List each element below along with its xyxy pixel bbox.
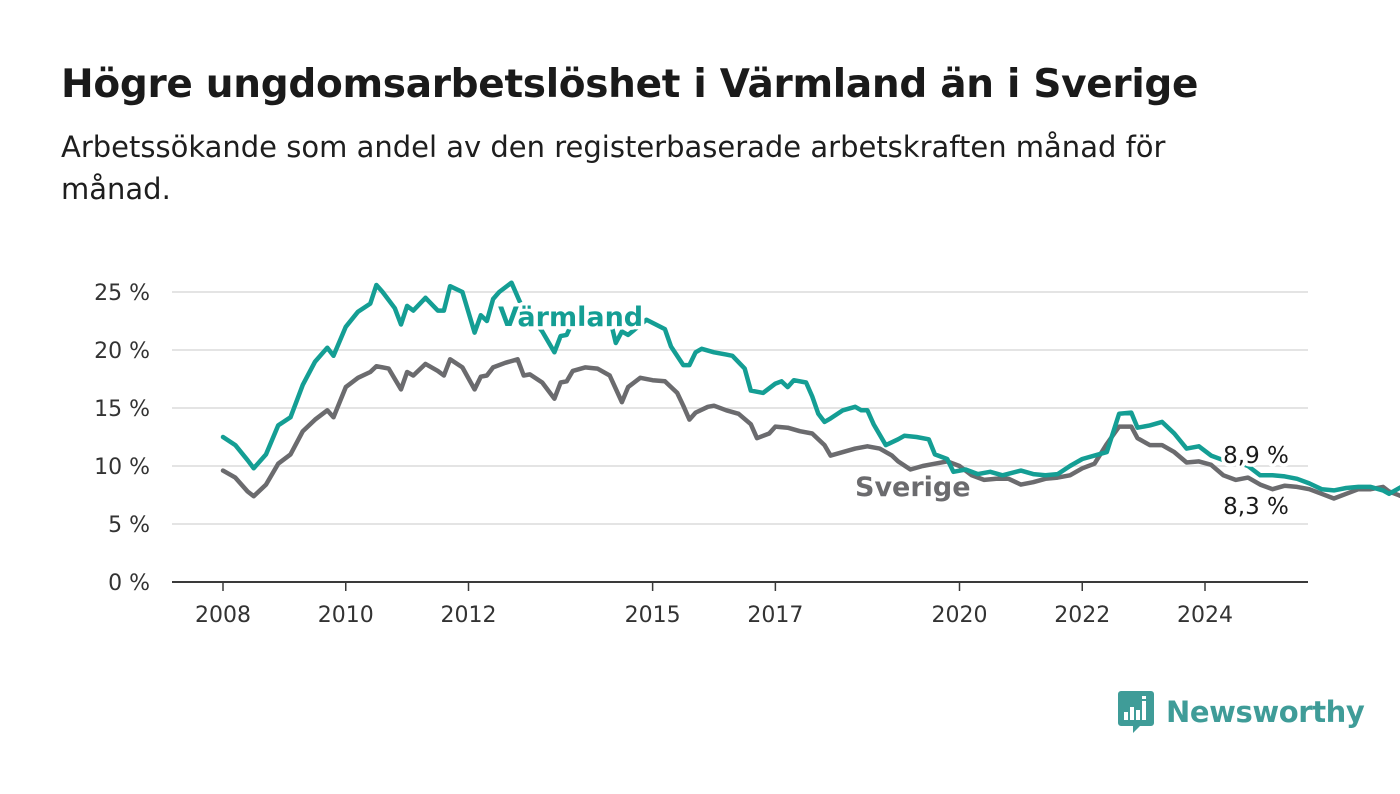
y-axis-tick-labels: 0 % 5 % 10 % 15 % 20 % 25 % [94,281,150,596]
x-axis: 2008 2010 2012 2015 2017 2020 2022 2024 [195,582,1233,628]
series-labels: Värmland Sverige 8,9 % 8,3 % [495,299,1293,524]
end-value-label-varmland: 8,9 % [1223,443,1289,469]
x-tick-label: 2008 [195,603,251,628]
x-tick-label: 2010 [318,603,374,628]
x-tick-label: 2017 [747,603,803,628]
x-tick-label: 2022 [1054,603,1110,628]
x-tick-label: 2015 [625,603,681,628]
y-tick-label: 20 % [94,339,150,364]
newsworthy-logo: Newsworthy [1118,690,1365,734]
y-tick-label: 10 % [94,455,150,480]
chart-subtitle: Arbetssökande som andel av den registerb… [61,130,1166,206]
y-tick-label: 15 % [94,397,150,422]
x-tick-label: 2020 [932,603,988,628]
x-tick-label: 2012 [441,603,497,628]
series-lines [220,280,1400,501]
y-tick-label: 25 % [94,281,150,306]
gridlines [172,291,1308,583]
series-line-varmland [220,280,1400,497]
end-value-label-sverige: 8,3 % [1223,494,1289,520]
series-line-sverige [220,357,1400,501]
y-tick-label: 5 % [108,513,150,538]
series-label-sverige: Sverige [855,472,971,503]
brand-name: Newsworthy [1166,695,1365,729]
series-label-varmland: Värmland [498,302,643,333]
newsworthy-logo-icon [1118,691,1154,733]
y-tick-label: 0 % [108,571,150,596]
chart-title: Högre ungdomsarbetslöshet i Värmland än … [61,62,1199,107]
x-tick-label: 2024 [1177,603,1233,628]
line-chart: 0 %5 %10 %15 %20 %25 % 2008 2010 2012 2015 2… [94,280,1400,628]
